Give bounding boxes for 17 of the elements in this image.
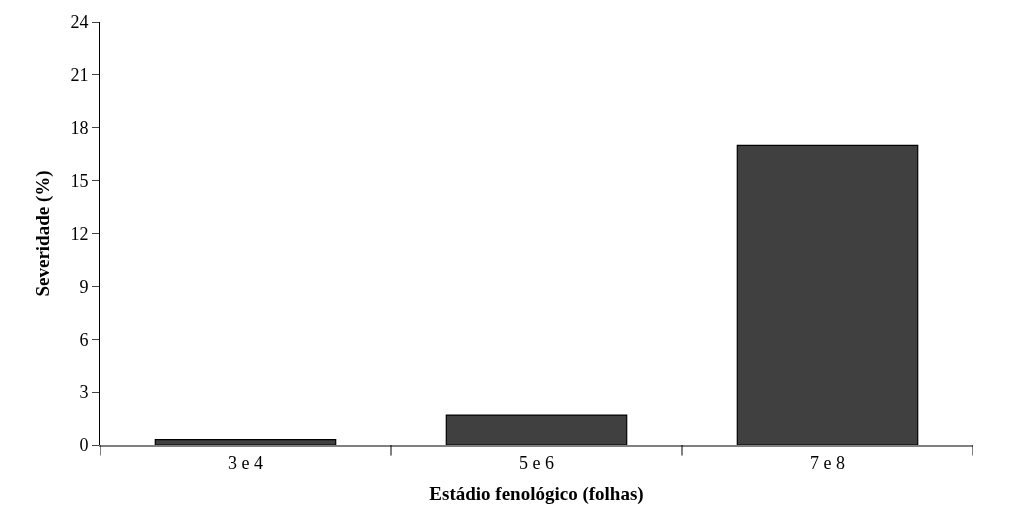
y-tick-label: 3 xyxy=(79,382,89,403)
y-tick-label: 21 xyxy=(70,65,89,86)
x-tick-label: 3 e 4 xyxy=(228,452,263,473)
y-tick-label: 18 xyxy=(70,118,89,139)
bar xyxy=(736,144,919,445)
y-tick-label: 24 xyxy=(70,12,89,33)
y-tick-label: 15 xyxy=(70,170,89,191)
bar xyxy=(154,439,337,445)
y-tick-label: 6 xyxy=(79,329,89,350)
x-tick-label: 5 e 6 xyxy=(519,452,554,473)
y-axis-title: Severidade (%) xyxy=(32,170,55,297)
x-tick-label: 7 e 8 xyxy=(810,452,845,473)
y-tick-label: 12 xyxy=(70,223,89,244)
bar xyxy=(445,414,628,445)
x-axis-title: Estádio fenológico (folhas) xyxy=(429,482,644,505)
y-tick-label: 0 xyxy=(79,435,89,456)
y-tick-label: 9 xyxy=(79,276,89,297)
